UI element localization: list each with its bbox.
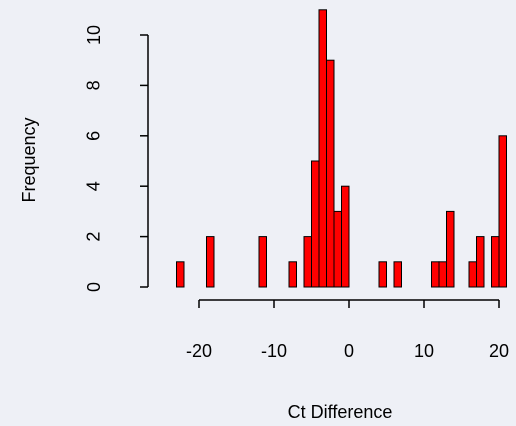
- y-tick-label: 6: [84, 131, 104, 141]
- bar: [326, 59, 335, 288]
- x-tick-label: 10: [414, 341, 434, 361]
- bar: [491, 236, 500, 288]
- bar: [378, 261, 387, 288]
- x-tick-label: -10: [261, 341, 287, 361]
- bar: [176, 261, 185, 288]
- bar: [258, 236, 267, 288]
- y-tick-label: 4: [84, 181, 104, 191]
- bar: [468, 261, 477, 288]
- bar: [438, 261, 447, 288]
- bar: [303, 236, 312, 288]
- x-tick-label: -20: [186, 341, 212, 361]
- y-tick-label: 8: [84, 80, 104, 90]
- bar: [498, 135, 507, 288]
- bar: [341, 185, 350, 288]
- bar: [206, 236, 215, 288]
- bar: [333, 210, 342, 288]
- x-tick-label: 0: [344, 341, 354, 361]
- bar: [431, 261, 440, 288]
- x-axis-label: Ct Difference: [288, 402, 393, 422]
- y-tick-label: 2: [84, 232, 104, 242]
- y-axis-label: Frequency: [19, 117, 39, 202]
- bar: [446, 210, 455, 288]
- y-tick-label: 0: [84, 282, 104, 292]
- bar: [393, 261, 402, 288]
- x-tick-label: 20: [489, 341, 509, 361]
- bar: [476, 236, 485, 288]
- y-tick-label: 10: [84, 25, 104, 45]
- bar: [288, 261, 297, 288]
- bar: [318, 9, 327, 288]
- bar: [311, 160, 320, 288]
